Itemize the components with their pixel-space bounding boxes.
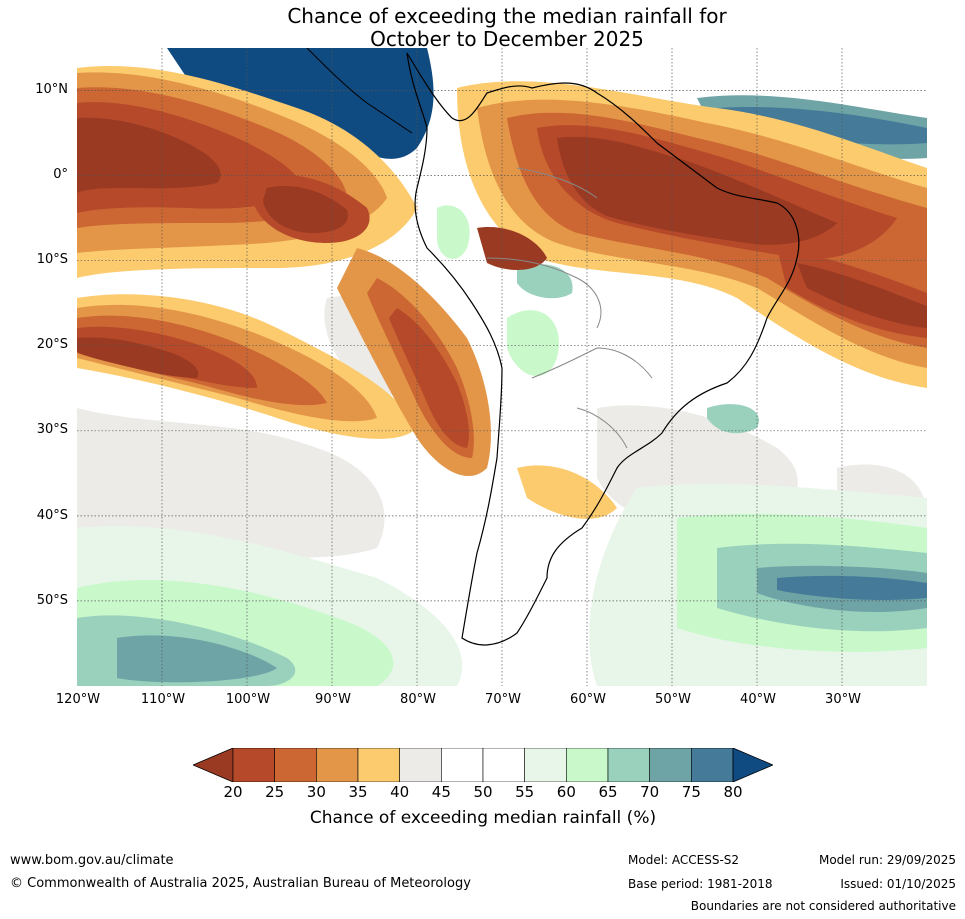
lon-label-50w: 50°W xyxy=(655,692,691,707)
colorbar-tick-label: 75 xyxy=(681,783,701,801)
colorbar-swatch xyxy=(357,747,400,783)
colorbar-swatch xyxy=(691,747,734,783)
colorbar-swatch xyxy=(441,747,484,783)
lon-label-70w: 70°W xyxy=(485,692,521,707)
colorbar-swatch xyxy=(316,747,359,783)
lon-label-40w: 40°W xyxy=(740,692,776,707)
model-text: Model: ACCESS-S2 xyxy=(628,853,740,867)
colorbar-extend-high xyxy=(732,747,775,783)
colorbar-tick-label: 80 xyxy=(723,783,743,801)
colorbar-tick-label: 65 xyxy=(598,783,618,801)
colorbar-extend-low xyxy=(191,747,234,783)
title-line-2: October to December 2025 xyxy=(370,27,644,51)
lat-label-50s: 50°S xyxy=(36,593,68,608)
colorbar-tick-label: 40 xyxy=(390,783,410,801)
colorbar-tick-label: 25 xyxy=(265,783,285,801)
lat-label-40s: 40°S xyxy=(36,508,68,523)
colorbar-label: Chance of exceeding median rainfall (%) xyxy=(309,808,657,828)
disclaimer-text: Boundaries are not considered authoritat… xyxy=(690,899,956,913)
colorbar-tick-label: 20 xyxy=(223,783,243,801)
lat-label-10s: 10°S xyxy=(36,252,68,267)
colorbar-swatch xyxy=(232,747,275,783)
colorbar-swatch xyxy=(524,747,567,783)
colorbar-tick-label: 55 xyxy=(515,783,535,801)
issued-text: Issued: 01/10/2025 xyxy=(840,877,956,891)
lat-label-0: 0° xyxy=(53,167,68,182)
title-line-1: Chance of exceeding the median rainfall … xyxy=(287,4,727,28)
colorbar-tick-label: 45 xyxy=(431,783,451,801)
colorbar-swatch xyxy=(649,747,692,783)
lon-label-90w: 90°W xyxy=(315,692,351,707)
lat-label-30s: 30°S xyxy=(36,422,68,437)
lat-label-20s: 20°S xyxy=(36,337,68,352)
colorbar-swatch xyxy=(607,747,650,783)
lon-label-80w: 80°W xyxy=(400,692,436,707)
colorbar-swatch xyxy=(566,747,609,783)
colorbar-tick-label: 70 xyxy=(640,783,660,801)
colorbar-swatch xyxy=(274,747,317,783)
rainfall-map xyxy=(77,48,927,686)
colorbar xyxy=(191,747,775,786)
copyright-text: © Commonwealth of Australia 2025, Austra… xyxy=(10,876,471,891)
base-period-text: Base period: 1981-2018 xyxy=(628,877,773,891)
lon-label-30w: 30°W xyxy=(825,692,861,707)
lat-label-10n: 10°N xyxy=(35,82,68,97)
colorbar-swatch xyxy=(482,747,525,783)
colorbar-tick-label: 35 xyxy=(348,783,368,801)
colorbar-swatch xyxy=(399,747,442,783)
colorbar-tick-label: 50 xyxy=(473,783,493,801)
lon-label-120w: 120°W xyxy=(55,692,101,707)
model-run-text: Model run: 29/09/2025 xyxy=(818,853,956,867)
colorbar-tick-label: 60 xyxy=(556,783,576,801)
website-link[interactable]: www.bom.gov.au/climate xyxy=(10,853,174,868)
map-title: Chance of exceeding the median rainfall … xyxy=(0,5,965,51)
lon-label-110w: 110°W xyxy=(140,692,186,707)
lon-label-60w: 60°W xyxy=(570,692,606,707)
lon-label-100w: 100°W xyxy=(225,692,271,707)
colorbar-tick-label: 30 xyxy=(306,783,326,801)
